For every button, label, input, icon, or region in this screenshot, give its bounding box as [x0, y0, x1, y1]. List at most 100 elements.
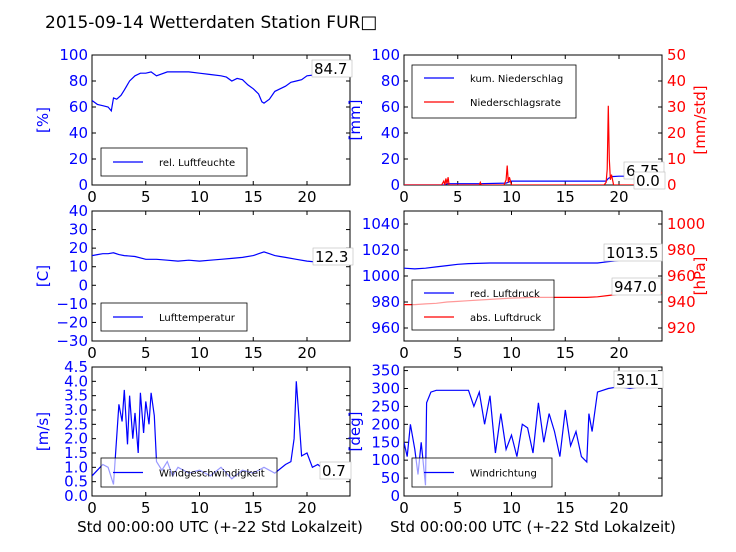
- y-tick-label: 60: [381, 98, 400, 116]
- annotation-box: [603, 243, 663, 262]
- x-tick-label: 0: [87, 344, 97, 362]
- y-axis-label: [C]: [34, 265, 52, 287]
- y-tick-label: 20: [69, 150, 88, 168]
- x-tick-label: 5: [453, 188, 463, 206]
- value-annotation: 0.7: [322, 462, 346, 480]
- y-tick-label: 20: [69, 239, 88, 257]
- y-axis-label: [%]: [34, 107, 52, 133]
- legend-box: [411, 64, 577, 119]
- y-tick-label: 150: [371, 433, 400, 451]
- x-tick-label: 0: [399, 188, 409, 206]
- x-tick-label: 20: [297, 344, 316, 362]
- plot-frame: [91, 366, 351, 497]
- value-annotation: 1013.5: [606, 244, 659, 262]
- series-line-lufttemperatur: [92, 251, 350, 263]
- y-tick-label: 100: [371, 451, 400, 469]
- legend-label: abs. Luftdruck: [470, 313, 541, 324]
- y-tick-label: 1020: [362, 241, 400, 259]
- x-tick-label: 20: [609, 188, 628, 206]
- x-tick-label: 15: [556, 344, 575, 362]
- y2-tick-label: 50: [667, 46, 686, 64]
- y-tick-label: 300: [371, 380, 400, 398]
- y-tick-label: 4.5: [64, 358, 88, 376]
- y2-tick-label: 960: [667, 267, 696, 285]
- legend-box: [411, 279, 555, 331]
- y2-axis-label: [hPa]: [691, 257, 709, 296]
- y2-tick-label: 10: [667, 150, 686, 168]
- plot-frame: [403, 366, 663, 497]
- panel-3: 0 5 10 15 20 960 980 1000 1020 1040 920 940 960 980 10…: [362, 210, 709, 362]
- y-tick-label: −10: [56, 295, 88, 313]
- x-tick-label: 20: [297, 188, 316, 206]
- y-tick-label: 30: [69, 221, 88, 239]
- y-axis-label: [deg]: [346, 412, 364, 452]
- value-annotation: 12.3: [315, 248, 348, 266]
- x-tick-label: 20: [297, 499, 316, 517]
- legend-label: red. Luftdruck: [470, 289, 540, 300]
- x-axis-label-left: Std 00:00:00 UTC (+-22 Std Lokalzeit): [77, 518, 363, 536]
- x-tick-label: 10: [190, 499, 209, 517]
- y-tick-label: 980: [371, 293, 400, 311]
- y2-tick-label: 920: [667, 319, 696, 337]
- y-tick-label: 80: [69, 72, 88, 90]
- x-tick-label: 5: [453, 499, 463, 517]
- y2-tick-label: 980: [667, 241, 696, 259]
- panel-1: 0 5 10 15 20 0 20 40 60 80 100 0 10 20 30 40 50 [mm] [mm/s…: [346, 46, 709, 206]
- x-tick-label: 15: [244, 344, 263, 362]
- legend-label: Niederschlagsrate: [470, 98, 561, 109]
- x-tick-label: 10: [190, 344, 209, 362]
- y-tick-label: 1.5: [64, 444, 88, 462]
- x-tick-label: 10: [190, 188, 209, 206]
- panel-2: 0 5 10 15 20−30−20−10010203040[C]Lufttempera…: [34, 202, 354, 362]
- y2-tick-label: 40: [667, 72, 686, 90]
- y-tick-label: 1000: [362, 267, 400, 285]
- x-tick-label: 0: [399, 499, 409, 517]
- x-tick-label: 15: [244, 188, 263, 206]
- y2-tick-label: 20: [667, 124, 686, 142]
- y-tick-label: 4.0: [64, 372, 88, 390]
- y-axis-label: [mm]: [346, 100, 364, 141]
- series-line-niederschlagsrate: [404, 105, 662, 185]
- y-tick-label: 60: [69, 98, 88, 116]
- series-line-windrichtung: [404, 384, 662, 486]
- annotation-box: [611, 277, 662, 296]
- x-tick-label: 5: [453, 344, 463, 362]
- y-tick-label: 2.5: [64, 415, 88, 433]
- x-tick-label: 0: [399, 344, 409, 362]
- x-tick-label: 15: [556, 188, 575, 206]
- y-axis-label: [m/s]: [34, 412, 52, 451]
- annotation-box: [312, 247, 354, 266]
- x-tick-label: 10: [502, 499, 521, 517]
- figure-title: 2015-09-14 Wetterdaten Station FUR□: [45, 12, 377, 33]
- missing-glyph-box: □: [360, 12, 377, 33]
- x-tick-label: 0: [87, 499, 97, 517]
- figure-title-text: 2015-09-14 Wetterdaten Station FUR: [45, 13, 361, 33]
- y-tick-label: 10: [69, 258, 88, 276]
- y-tick-label: 0: [78, 276, 88, 294]
- y-tick-label: 350: [371, 362, 400, 380]
- y-tick-label: 2.0: [64, 430, 88, 448]
- y-tick-label: 3.0: [64, 401, 88, 419]
- y-tick-label: 1.0: [64, 458, 88, 476]
- y-tick-label: 3.5: [64, 387, 88, 405]
- y-tick-label: 0: [390, 176, 400, 194]
- panel-4: 0 5 10 15 20 0.00.51.01.52.02.53.03.54.04.5 [m…: [34, 358, 352, 517]
- legend-label: kum. Niederschlag: [470, 74, 563, 85]
- y-tick-label: 250: [371, 397, 400, 415]
- legend-label: Lufttemperatur: [159, 313, 236, 324]
- x-tick-label: 5: [141, 188, 151, 206]
- x-axis-label-right: Std 00:00:00 UTC (+-22 Std Lokalzeit): [390, 518, 676, 536]
- x-tick-label: 10: [502, 344, 521, 362]
- x-tick-label: 20: [609, 499, 628, 517]
- y-tick-label: 100: [371, 46, 400, 64]
- y-tick-label: 100: [59, 46, 88, 64]
- series-line-rel-luftfeuchte: [92, 71, 350, 113]
- y-tick-label: 40: [69, 124, 88, 142]
- value-annotation: 0.0: [636, 172, 660, 190]
- y-tick-label: 50: [381, 469, 400, 487]
- y-tick-label: 0: [390, 487, 400, 505]
- x-tick-label: 5: [141, 344, 151, 362]
- y-tick-label: 960: [371, 319, 400, 337]
